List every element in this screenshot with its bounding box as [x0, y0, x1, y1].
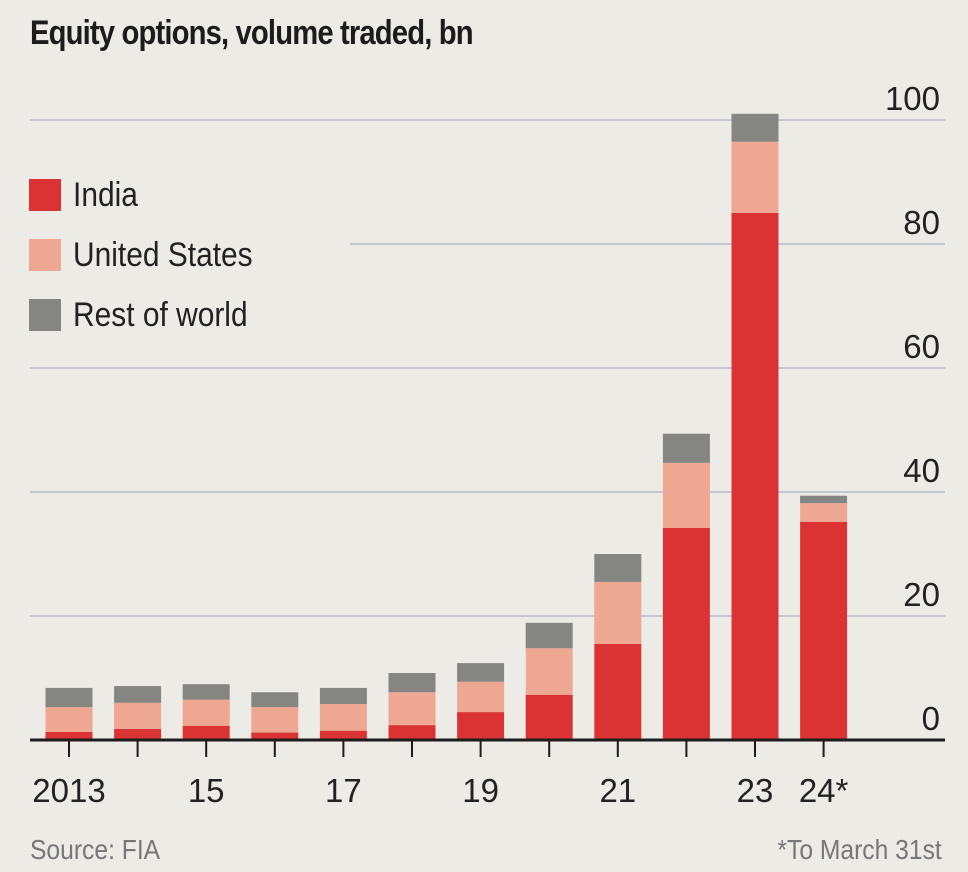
- bar-stack-2015: [182, 684, 230, 740]
- bar-stack-2022: [662, 433, 710, 740]
- legend-item-india: India: [29, 165, 277, 225]
- bar-united-states-2017: [319, 704, 367, 731]
- bar-united-states-2019: [457, 681, 505, 713]
- bar-stack-2021: [594, 554, 642, 740]
- x-tick-label-2023: 23: [737, 772, 774, 809]
- source-note: Source: FIA: [30, 834, 161, 865]
- legend-item-united-states: United States: [29, 225, 277, 285]
- bar-united-states-2014: [114, 702, 162, 729]
- x-tick-label-2017: 17: [325, 772, 362, 809]
- bar-rest-of-world-2021: [594, 554, 642, 582]
- bar-united-states-2013: [45, 707, 93, 732]
- x-tick-label-2024: 24*: [799, 772, 849, 809]
- bar-stack-2024: [800, 495, 848, 740]
- bar-india-2023: [731, 213, 779, 740]
- bar-stack-2019: [457, 663, 505, 740]
- legend-label-rest-of-world: Rest of world: [73, 295, 248, 334]
- y-tick-label-80: 80: [903, 204, 940, 241]
- bar-stack-2016: [251, 692, 299, 740]
- bar-india-2018: [388, 725, 436, 740]
- y-tick-label-20: 20: [903, 576, 940, 613]
- legend-swatch-united-states: [29, 239, 61, 271]
- legend-swatch-india: [29, 179, 61, 211]
- x-tick-label-2021: 21: [599, 772, 636, 809]
- bar-stack-2018: [388, 673, 436, 740]
- bar-united-states-2016: [251, 707, 299, 733]
- bar-india-2020: [525, 694, 573, 740]
- bar-stack-2023: [731, 113, 779, 740]
- bar-rest-of-world-2013: [45, 687, 93, 708]
- bar-united-states-2020: [525, 648, 573, 695]
- bar-india-2022: [662, 527, 710, 740]
- chart-title: Equity options, volume traded, bn: [30, 14, 474, 52]
- bar-india-2015: [182, 725, 230, 740]
- bar-rest-of-world-2020: [525, 622, 573, 649]
- x-tick-label-2013: 2013: [32, 772, 105, 809]
- bars: [45, 113, 848, 740]
- bar-united-states-2018: [388, 692, 436, 726]
- gridlines: [30, 119, 945, 617]
- legend-item-rest-of-world: Rest of world: [29, 285, 277, 345]
- legend-label-united-states: United States: [73, 235, 253, 274]
- bar-united-states-2021: [594, 581, 642, 644]
- y-tick-label-60: 60: [903, 328, 940, 365]
- bar-india-2014: [114, 728, 162, 740]
- bar-united-states-2022: [662, 462, 710, 528]
- bar-rest-of-world-2024: [800, 495, 848, 504]
- bar-india-2013: [45, 731, 93, 740]
- y-tick-label-40: 40: [903, 452, 940, 489]
- bar-india-2021: [594, 643, 642, 740]
- bar-rest-of-world-2017: [319, 687, 367, 705]
- x-axis: 2013 15 17 19 21 23 24*: [30, 738, 945, 809]
- bar-stack-2020: [525, 622, 573, 740]
- legend: India United States Rest of world: [29, 165, 277, 345]
- bar-rest-of-world-2019: [457, 663, 505, 682]
- bar-india-2017: [319, 730, 367, 740]
- bar-rest-of-world-2023: [731, 113, 779, 142]
- bar-india-2024: [800, 521, 848, 740]
- bar-united-states-2015: [182, 699, 230, 726]
- bar-stack-2014: [114, 686, 162, 740]
- bar-united-states-2023: [731, 141, 779, 213]
- bar-rest-of-world-2018: [388, 673, 436, 693]
- x-tick-label-2019: 19: [462, 772, 499, 809]
- legend-swatch-rest-of-world: [29, 299, 61, 331]
- bar-rest-of-world-2022: [662, 433, 710, 463]
- bar-india-2016: [251, 732, 299, 740]
- y-tick-label-0: 0: [922, 700, 940, 737]
- bar-united-states-2024: [800, 503, 848, 522]
- bar-stack-2013: [45, 687, 93, 740]
- y-tick-label-100: 100: [885, 80, 940, 117]
- legend-label-india: India: [73, 175, 138, 214]
- x-tick-label-2015: 15: [188, 772, 225, 809]
- bar-india-2019: [457, 712, 505, 740]
- y-axis: 0 20 40 60 80 100: [885, 80, 940, 737]
- bar-stack-2017: [319, 687, 367, 740]
- bar-rest-of-world-2014: [114, 686, 162, 703]
- bar-rest-of-world-2015: [182, 684, 230, 700]
- bar-rest-of-world-2016: [251, 692, 299, 708]
- footnote: *To March 31st: [777, 834, 942, 865]
